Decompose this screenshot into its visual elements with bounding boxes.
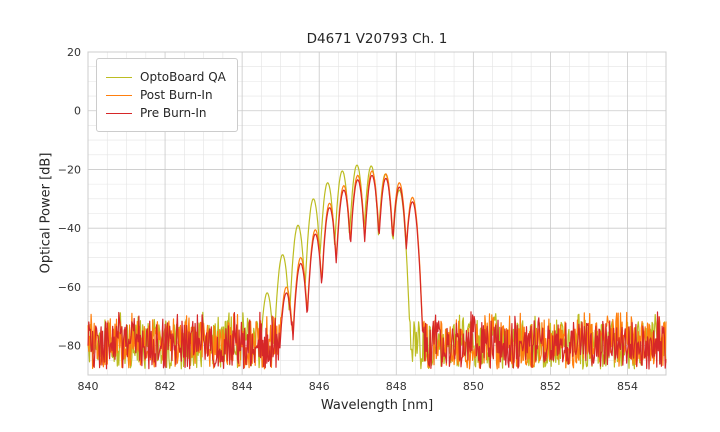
y-axis-label: Optical Power [dB] <box>38 152 54 274</box>
x-tick-label: 846 <box>309 380 330 393</box>
legend-label: Pre Burn-In <box>140 106 207 120</box>
y-tick-label: −80 <box>58 340 81 353</box>
y-tick-label: 0 <box>74 105 81 118</box>
legend-item: Post Burn-In <box>106 88 226 102</box>
x-tick-label: 842 <box>155 380 176 393</box>
y-tick-label: −40 <box>58 222 81 235</box>
axes-border <box>87 51 667 376</box>
x-axis-label: Wavelength [nm] <box>320 398 434 413</box>
chart-title: D4671 V20793 Ch. 1 <box>306 31 448 47</box>
y-tick-label: −60 <box>58 281 81 294</box>
legend-line-swatch <box>106 76 132 78</box>
x-tick-label: 840 <box>78 380 99 393</box>
series-pre-burn-in <box>87 174 667 370</box>
legend-line-swatch <box>106 94 132 96</box>
y-tick-label: −20 <box>58 163 81 176</box>
legend-item: Pre Burn-In <box>106 106 226 120</box>
legend-item: OptoBoard QA <box>106 70 226 84</box>
x-tick-label: 852 <box>540 380 561 393</box>
x-tick-label: 854 <box>617 380 638 393</box>
legend: OptoBoard QA Post Burn-In Pre Burn-In <box>96 58 238 132</box>
legend-label: OptoBoard QA <box>140 70 226 84</box>
x-tick-label: 844 <box>232 380 253 393</box>
legend-label: Post Burn-In <box>140 88 213 102</box>
y-tick-label: 20 <box>67 46 81 59</box>
legend-line-swatch <box>106 112 132 114</box>
x-tick-label: 850 <box>463 380 484 393</box>
x-tick-label: 848 <box>386 380 407 393</box>
